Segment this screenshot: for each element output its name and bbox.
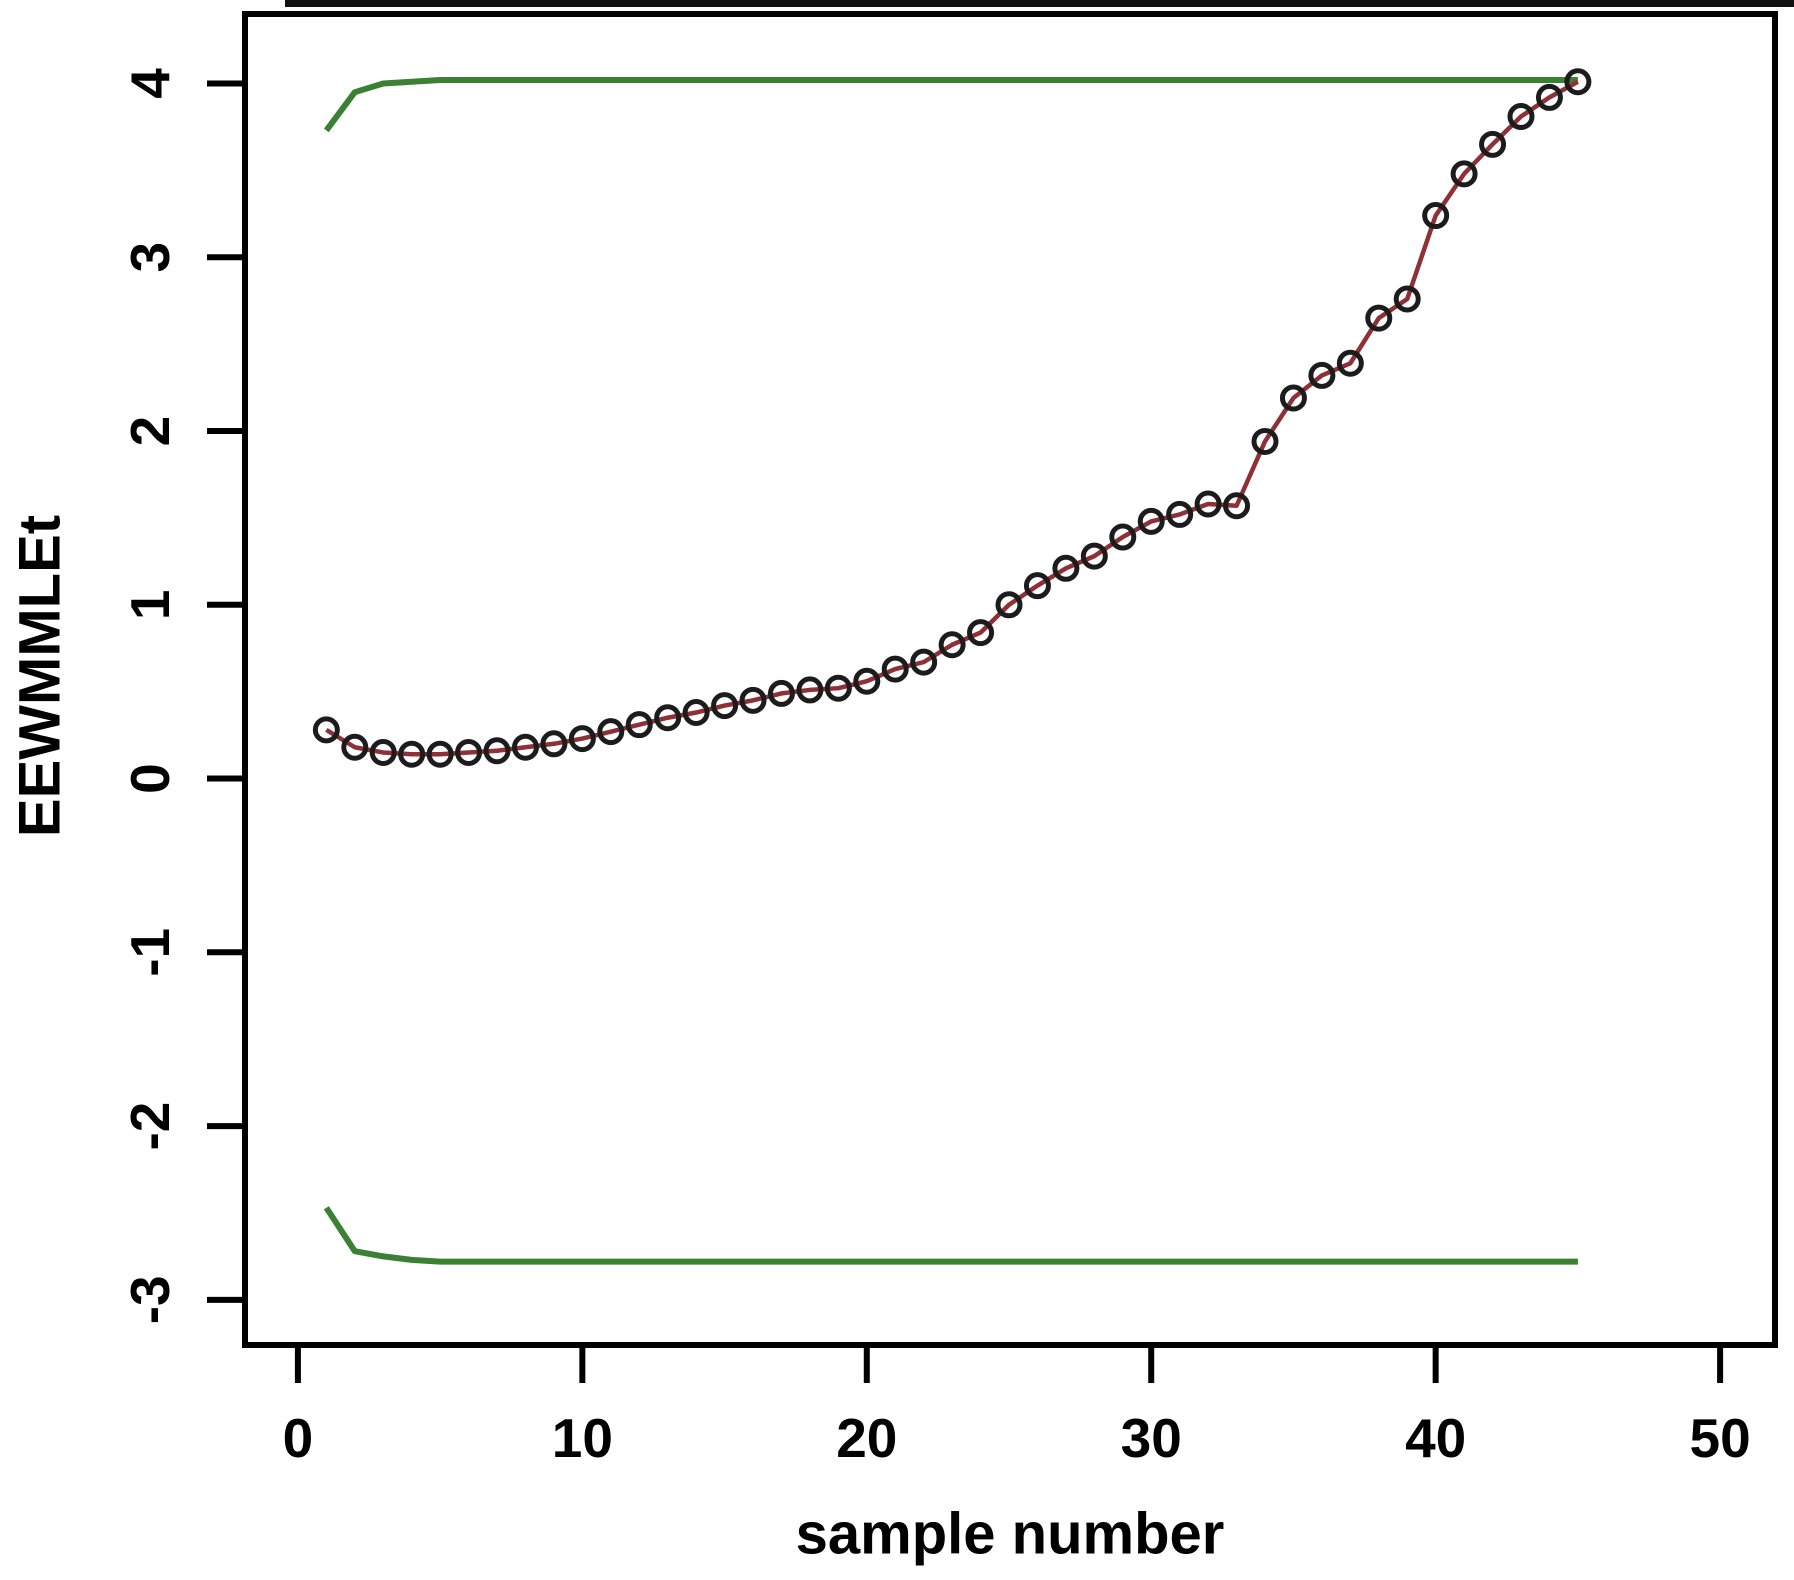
x-tick-label: 40 (1405, 1407, 1466, 1469)
data-point-marker (1308, 361, 1336, 389)
plot-border (242, 11, 1778, 1348)
data-point-marker (1251, 427, 1279, 455)
data-point-marker (1194, 490, 1222, 518)
data-point-marker (568, 725, 596, 753)
data-point-marker (739, 686, 767, 714)
data-point-marker (511, 733, 539, 761)
data-point-marker (796, 676, 824, 704)
data-point-marker (455, 738, 483, 766)
y-tick-label: -1 (119, 928, 181, 977)
x-axis-label: sample number (795, 1501, 1225, 1567)
data-point-marker (1393, 285, 1421, 313)
data-point-marker (398, 740, 426, 768)
y-tick-label: 1 (119, 589, 181, 620)
data-point-marker (1422, 202, 1450, 230)
data-point-marker (483, 737, 511, 765)
data-point-marker (341, 733, 369, 761)
data-point-marker (910, 648, 938, 676)
lower-control-limit-line (323, 1206, 1578, 1265)
x-tick-label: 0 (283, 1407, 314, 1469)
data-point-marker (426, 740, 454, 768)
data-point-marker (767, 679, 795, 707)
data-point-marker (625, 711, 653, 739)
data-point-marker (1137, 507, 1165, 535)
y-tick-label: 0 (119, 763, 181, 794)
data-point-marker (1052, 554, 1080, 582)
data-point-marker (853, 667, 881, 695)
data-point-marker (1023, 572, 1051, 600)
data-point-marker (824, 674, 852, 702)
data-point-marker (995, 591, 1023, 619)
data-point-marker (881, 655, 909, 683)
y-tick-label: 2 (119, 416, 181, 447)
data-point-marker (312, 716, 340, 744)
data-point-marker (1223, 492, 1251, 520)
data-point-marker (1564, 68, 1592, 96)
data-point-marker (1450, 160, 1478, 188)
y-tick-label: 3 (119, 242, 181, 273)
data-point-marker (682, 699, 710, 727)
y-tick-label: -2 (119, 1102, 181, 1151)
y-axis-label: EEWMMLEt (7, 514, 73, 838)
x-tick-label: 10 (552, 1407, 613, 1469)
x-tick-label: 30 (1121, 1407, 1182, 1469)
data-point-marker (540, 730, 568, 758)
data-point-marker (938, 631, 966, 659)
data-point-marker (654, 704, 682, 732)
data-point-marker (1279, 384, 1307, 412)
data-point-marker (1535, 83, 1563, 111)
data-point-marker (1365, 304, 1393, 332)
data-point-marker (711, 692, 739, 720)
x-tick-label: 50 (1690, 1407, 1751, 1469)
data-point-marker (967, 619, 995, 647)
data-point-marker (369, 738, 397, 766)
y-tick-label: -3 (119, 1275, 181, 1324)
y-tick-label: 4 (119, 68, 181, 99)
data-point-marker (597, 718, 625, 746)
upper-control-limit-line (323, 77, 1578, 133)
data-point-marker (1507, 103, 1535, 131)
data-point-marker (1080, 542, 1108, 570)
data-point-marker (1166, 500, 1194, 528)
data-point-marker (1479, 130, 1507, 158)
data-point-marker (1336, 349, 1364, 377)
x-tick-label: 20 (836, 1407, 897, 1469)
scan-edge-artifact (285, 0, 1794, 7)
data-point-marker (1109, 523, 1137, 551)
